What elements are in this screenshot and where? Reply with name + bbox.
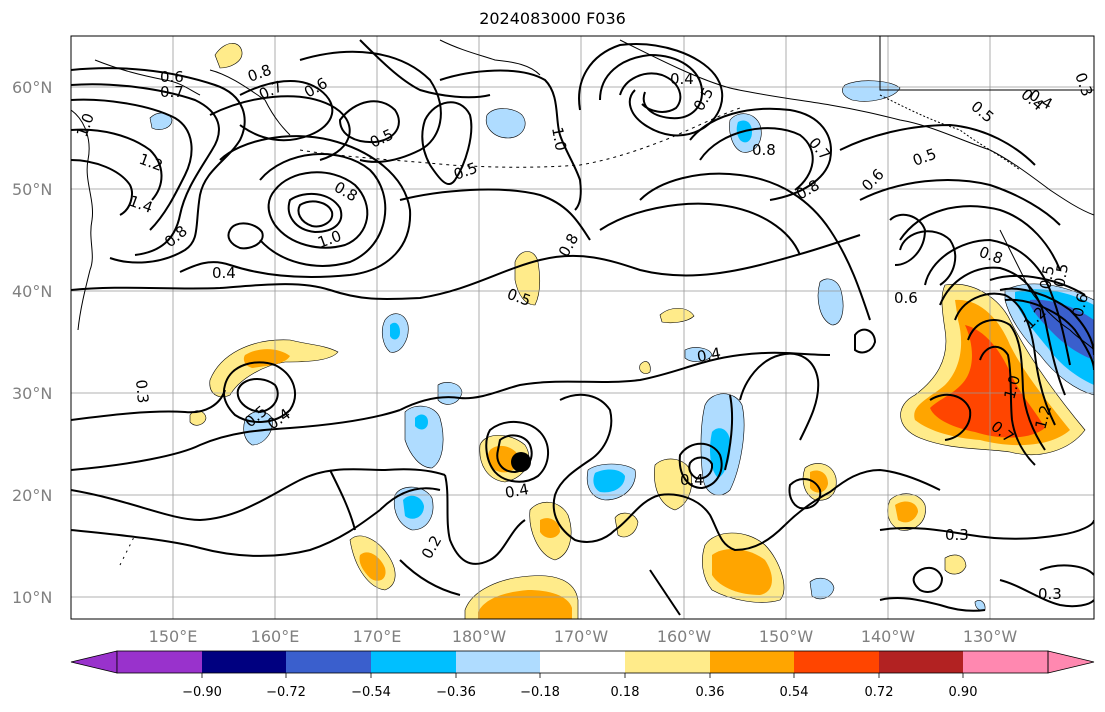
shade-pos-s2c [895, 501, 918, 523]
lon-label: 170°E [353, 627, 402, 646]
shade-neg-c4c [403, 495, 424, 519]
shade-neg-c2 [404, 405, 444, 469]
map-plot-area: 0.6 0.7 0.8 0.7 0.6 0.5 0.4 0.5 0.5 1.0 … [71, 36, 1096, 619]
contour-label: 0.3 [1071, 70, 1096, 99]
graticule [71, 36, 1094, 619]
shade-pos-s8 [614, 512, 639, 538]
lon-label: 150°E [149, 627, 198, 646]
lat-axis: 60°N 50°N 40°N 30°N 20°N 10°N [12, 78, 52, 607]
shade-pos-w1 [209, 339, 339, 398]
contour-label: 0.4 [212, 264, 236, 282]
colorbar-extend-left [70, 650, 118, 674]
colorbar-bin [202, 651, 286, 673]
shade-pos-s6c [712, 548, 772, 595]
contour-label: 0.5 [1036, 264, 1058, 291]
shade-pos-s4c [540, 518, 560, 538]
shade-pos-s1c [810, 470, 828, 493]
shade-pos-s3 [944, 554, 967, 575]
colorbar-bin [371, 651, 456, 673]
contour-label: 0.3 [132, 379, 152, 404]
coast-alaska [439, 39, 1094, 216]
contour-label: 0.4 [680, 471, 704, 489]
contour-label: 0.4 [670, 70, 694, 88]
colorbar: −0.90 −0.72 −0.54 −0.36 −0.18 0.18 0.36 … [70, 650, 1095, 700]
colorbar-bin [879, 651, 963, 673]
lat-label: 50°N [12, 180, 52, 199]
lon-label: 160°W [657, 627, 712, 646]
contour-label: 0.7 [160, 83, 184, 101]
lat-label: 30°N [12, 384, 52, 403]
colorbar-tick-label: −0.90 [182, 685, 222, 700]
shade-neg-c1c [390, 322, 400, 340]
contour-label: 0.6 [894, 289, 918, 307]
colorbar-bin [540, 651, 625, 673]
lon-axis: 150°E 160°E 170°E 180°W 170°W 160°W 150°… [149, 627, 1018, 646]
shade-neg-c10 [817, 278, 844, 326]
lat-label: 40°N [12, 282, 52, 301]
contour-label: 0.5 [1050, 262, 1072, 289]
ak-boundary [879, 36, 1094, 91]
colorbar-bin [117, 651, 202, 673]
shade-neg-n3 [842, 80, 901, 102]
lat-label: 20°N [12, 486, 52, 505]
colorbar-tick-label: −0.36 [436, 685, 476, 700]
lon-label: 150°W [759, 627, 814, 646]
aleutians [299, 107, 741, 168]
contour-label: 0.4 [696, 344, 723, 366]
colorbar-bin [286, 651, 371, 673]
shade-neg-s9 [809, 577, 835, 600]
shade-pos-s5c [359, 552, 386, 581]
map-title: 2024083000 F036 [479, 9, 626, 28]
lon-label: 130°W [963, 627, 1018, 646]
contour-label: 1.0 [548, 126, 570, 153]
colorbar-tick-label: 0.72 [865, 685, 894, 700]
lat-label: 10°N [12, 588, 52, 607]
shade-neg-c2c [415, 414, 428, 430]
contour-lines [71, 39, 1094, 616]
colorbar-tick-label: −0.72 [266, 685, 306, 700]
colorbar-extend-right [1047, 650, 1095, 674]
colorbar-bin [456, 651, 540, 673]
shade-neg-n4 [149, 112, 173, 130]
contour-label: 0.6 [160, 68, 184, 86]
colorbar-tick-label: 0.90 [949, 685, 978, 700]
ak-coast-dots [879, 94, 1021, 171]
colorbar-bin [625, 651, 710, 673]
shade-neg-c11 [684, 347, 713, 362]
colorbar-bin [794, 651, 879, 673]
contour-label: 0.3 [945, 526, 969, 544]
colorbar-tick-label: −0.18 [520, 685, 560, 700]
contour-label: 1.0 [1000, 373, 1024, 401]
contour-label: 1.2 [1031, 403, 1055, 431]
coastlines [71, 36, 1094, 566]
lon-label: 170°W [554, 627, 609, 646]
shade-positive-east-core [930, 325, 1045, 438]
lat-label: 60°N [12, 78, 52, 97]
map-frame [70, 35, 1095, 620]
colorbar-tick-label: 0.36 [696, 685, 725, 700]
colorbar-bin [963, 651, 1048, 673]
contour-label: 0.8 [752, 141, 776, 159]
lon-label: 160°E [251, 627, 300, 646]
colorbar-tick-label: 0.54 [780, 685, 809, 700]
shaded-anomaly-layer [149, 43, 1094, 619]
lon-label: 180°W [452, 627, 507, 646]
colorbar-tick-label: 0.18 [611, 685, 640, 700]
lon-label: 140°W [861, 627, 916, 646]
storm-center-marker [511, 452, 531, 472]
shade-pos-n1 [214, 43, 243, 69]
colorbar-bin [710, 651, 794, 673]
contour-label: 0.3 [1038, 585, 1062, 603]
shade-pos-c8 [659, 308, 695, 324]
colorbar-tick-label: −0.54 [351, 685, 391, 700]
contour-label: 0.4 [504, 480, 531, 502]
shade-neg-n1 [485, 108, 526, 139]
contour-label: 0.6 [1068, 291, 1092, 319]
shade-pos-c9 [639, 361, 651, 374]
shade-neg-c5c [593, 469, 625, 493]
